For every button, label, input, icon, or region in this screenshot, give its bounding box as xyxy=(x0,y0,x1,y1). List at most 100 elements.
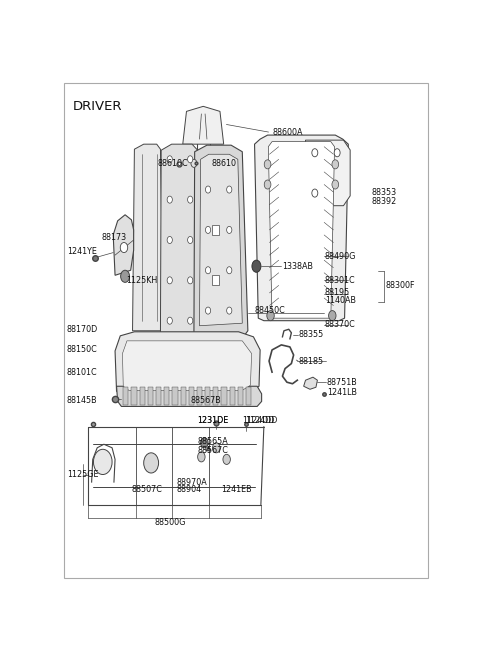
Circle shape xyxy=(312,189,318,197)
Text: 88600A: 88600A xyxy=(272,128,302,137)
Polygon shape xyxy=(194,145,248,336)
Circle shape xyxy=(227,186,232,193)
Circle shape xyxy=(167,277,172,284)
Bar xyxy=(238,387,243,405)
Text: 88507C: 88507C xyxy=(132,485,162,494)
Circle shape xyxy=(205,227,211,233)
Text: 88500G: 88500G xyxy=(155,518,186,527)
Circle shape xyxy=(188,236,193,244)
Circle shape xyxy=(191,159,197,168)
Bar xyxy=(148,387,153,405)
Bar xyxy=(213,387,218,405)
Text: 1338AB: 1338AB xyxy=(282,262,313,271)
Polygon shape xyxy=(113,215,133,275)
Circle shape xyxy=(201,438,208,448)
Text: 88300F: 88300F xyxy=(385,281,415,290)
Circle shape xyxy=(144,453,158,473)
Bar xyxy=(172,387,178,405)
Circle shape xyxy=(188,277,193,284)
Circle shape xyxy=(329,310,336,321)
Polygon shape xyxy=(254,135,348,321)
Bar xyxy=(212,275,219,286)
Text: 88567C: 88567C xyxy=(198,446,228,455)
Text: 88610C: 88610C xyxy=(157,159,188,168)
Bar xyxy=(189,387,194,405)
Bar xyxy=(205,387,210,405)
Text: 88610: 88610 xyxy=(212,159,237,168)
Circle shape xyxy=(264,160,271,169)
Circle shape xyxy=(120,242,128,253)
Text: 88392: 88392 xyxy=(372,196,397,206)
Circle shape xyxy=(223,455,230,464)
Text: 88170D: 88170D xyxy=(67,326,98,334)
Text: 88970A: 88970A xyxy=(176,477,207,487)
Text: 88565A: 88565A xyxy=(198,438,228,446)
Circle shape xyxy=(334,149,340,157)
Circle shape xyxy=(205,307,211,314)
Text: 1231DE: 1231DE xyxy=(197,416,228,425)
Text: 88490G: 88490G xyxy=(325,252,356,261)
Bar xyxy=(164,387,169,405)
Text: 1241EB: 1241EB xyxy=(221,485,252,494)
Text: 1125KH: 1125KH xyxy=(126,276,157,285)
Text: 88567B: 88567B xyxy=(191,396,222,405)
Polygon shape xyxy=(122,341,252,390)
Polygon shape xyxy=(268,141,335,318)
Bar xyxy=(197,387,202,405)
Text: 88353: 88353 xyxy=(372,188,397,197)
Text: 88450C: 88450C xyxy=(254,306,285,315)
Text: 88173: 88173 xyxy=(102,233,127,242)
Text: 88904: 88904 xyxy=(176,485,201,494)
Circle shape xyxy=(188,196,193,203)
Polygon shape xyxy=(115,332,260,392)
Polygon shape xyxy=(132,144,163,331)
Bar xyxy=(140,387,145,405)
Text: 1124DD: 1124DD xyxy=(242,416,275,425)
Polygon shape xyxy=(200,155,242,326)
Bar xyxy=(180,387,186,405)
Circle shape xyxy=(332,180,338,189)
Bar xyxy=(246,387,251,405)
Bar xyxy=(221,387,227,405)
Polygon shape xyxy=(305,140,350,206)
Circle shape xyxy=(252,260,261,272)
Circle shape xyxy=(227,227,232,233)
Text: 1241LB: 1241LB xyxy=(327,388,357,397)
Circle shape xyxy=(94,449,112,474)
Bar xyxy=(229,387,235,405)
Text: 1125GE: 1125GE xyxy=(67,470,98,479)
Circle shape xyxy=(213,443,220,453)
Circle shape xyxy=(264,180,271,189)
Bar xyxy=(132,387,137,405)
Polygon shape xyxy=(117,386,262,406)
Text: 1140AB: 1140AB xyxy=(325,296,356,305)
Text: DRIVER: DRIVER xyxy=(73,100,122,113)
Circle shape xyxy=(167,196,172,203)
Circle shape xyxy=(332,160,338,169)
Circle shape xyxy=(198,452,205,462)
Text: 88751B: 88751B xyxy=(327,378,358,386)
Text: 88185: 88185 xyxy=(299,356,324,365)
Text: 88195: 88195 xyxy=(325,288,350,297)
Text: 88355: 88355 xyxy=(299,330,324,339)
Text: 88150C: 88150C xyxy=(67,345,97,354)
Circle shape xyxy=(227,307,232,314)
Circle shape xyxy=(167,156,172,163)
Text: 1124DD: 1124DD xyxy=(245,416,277,425)
Text: 1241YE: 1241YE xyxy=(67,246,96,255)
Text: 88101C: 88101C xyxy=(67,367,97,377)
Bar xyxy=(156,387,161,405)
Circle shape xyxy=(167,236,172,244)
Circle shape xyxy=(120,271,130,282)
Circle shape xyxy=(188,156,193,163)
Circle shape xyxy=(167,317,172,324)
Circle shape xyxy=(227,267,232,274)
Polygon shape xyxy=(183,106,224,144)
Text: 88301C: 88301C xyxy=(325,276,356,285)
Polygon shape xyxy=(304,377,317,389)
Polygon shape xyxy=(160,144,201,333)
Circle shape xyxy=(267,310,274,321)
Text: 1231DE: 1231DE xyxy=(197,416,228,425)
Circle shape xyxy=(205,186,211,193)
Circle shape xyxy=(188,317,193,324)
